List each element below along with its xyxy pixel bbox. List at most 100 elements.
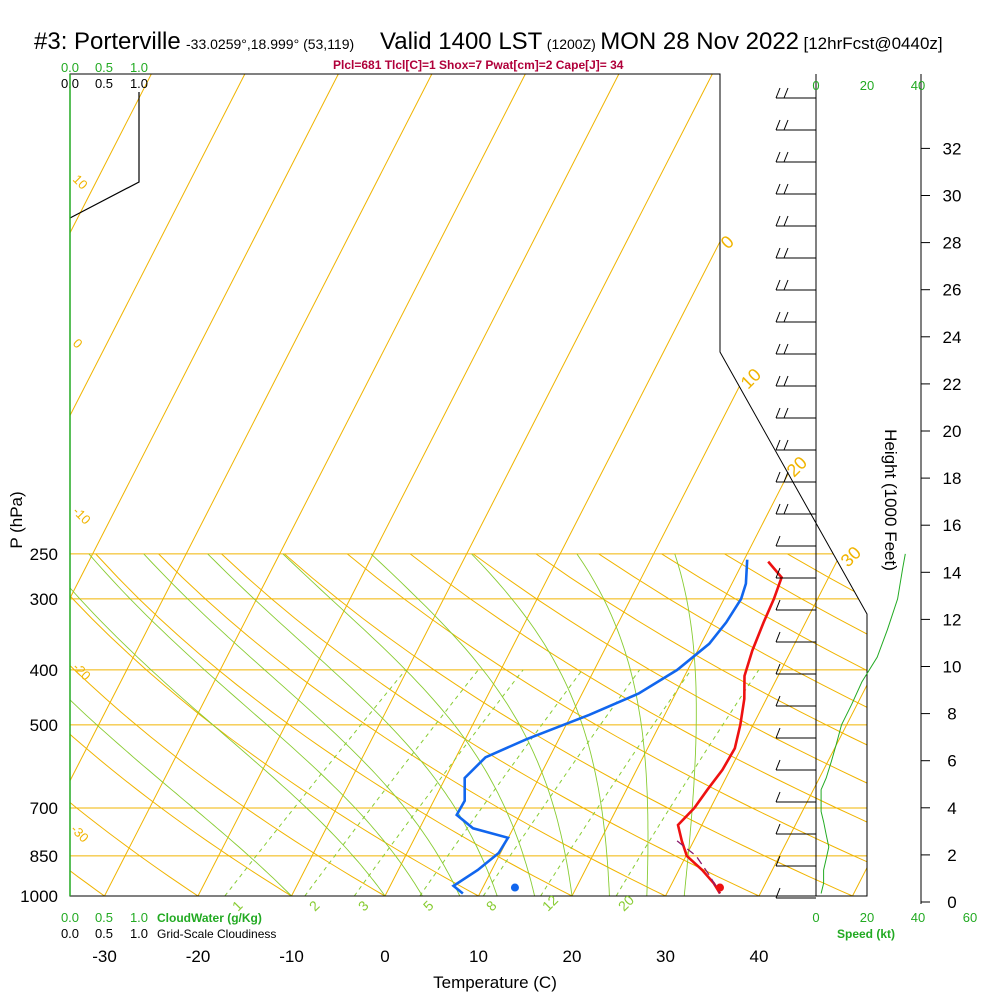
dewpoint-profile bbox=[451, 559, 749, 895]
wind-barb-flag bbox=[775, 471, 781, 483]
isotherm-line bbox=[70, 74, 152, 896]
valid-date: MON 28 Nov 2022 bbox=[600, 28, 800, 55]
wind-barb bbox=[775, 791, 816, 803]
mixing-ratio-line bbox=[540, 669, 692, 896]
wind-barb-flag bbox=[775, 119, 781, 131]
height-tick-label: 22 bbox=[943, 375, 962, 394]
wind-barb bbox=[775, 471, 816, 483]
wind-barb bbox=[775, 439, 816, 451]
dry-adiabat bbox=[70, 553, 292, 896]
valid-block: Valid 1400 LST (1200Z) MON 28 Nov 2022 [… bbox=[380, 28, 943, 56]
speed-axis-label: Speed (kt) bbox=[837, 927, 895, 941]
dry-adiabat bbox=[95, 553, 573, 896]
isotherm-line bbox=[291, 74, 713, 896]
wind-barb-flag bbox=[783, 119, 789, 131]
isotherm-line bbox=[197, 74, 620, 896]
x-axis-label: Temperature (C) bbox=[433, 973, 557, 992]
height-tick-label: 28 bbox=[943, 234, 962, 253]
wind-barb-flag bbox=[783, 87, 789, 99]
mixing-ratio-line bbox=[353, 669, 524, 896]
wind-barb bbox=[775, 727, 816, 739]
moist-adiabat bbox=[70, 553, 386, 896]
height-tick-label: 32 bbox=[943, 139, 962, 158]
valid-time: Valid 1400 LST bbox=[380, 28, 543, 55]
mixing-ratio-line bbox=[304, 669, 479, 896]
temperature-tick-label: 0 bbox=[380, 947, 389, 966]
cloudwater-tick-label: 0.0 bbox=[61, 910, 79, 925]
chart-header: #3: Porterville bbox=[34, 28, 181, 56]
isotherm-label: -20 bbox=[70, 660, 94, 684]
speed-tick-label: 0 bbox=[812, 910, 819, 925]
temperature-tick-label: 30 bbox=[656, 947, 675, 966]
speed-tick-label: 20 bbox=[860, 910, 874, 925]
height-axis-label: Height (1000 Feet) bbox=[881, 429, 900, 571]
wind-barb bbox=[775, 375, 816, 387]
cloudwater-tick-label: 1.0 bbox=[130, 60, 148, 75]
cloud-water-label: CloudWater (g/Kg) bbox=[157, 911, 262, 925]
wind-barb bbox=[775, 311, 816, 323]
moist-adiabat bbox=[576, 553, 649, 896]
dry-adiabat bbox=[346, 553, 867, 896]
temperature-tick-label: -30 bbox=[92, 947, 117, 966]
temperature-tick-label: 40 bbox=[750, 947, 769, 966]
wind-barb-flag bbox=[783, 471, 789, 483]
mixing-ratio-line bbox=[419, 669, 583, 896]
wind-barb-flag bbox=[775, 535, 781, 547]
wind-barb bbox=[775, 695, 816, 707]
pressure-tick-label: 500 bbox=[30, 716, 58, 735]
surface-temp-marker bbox=[715, 883, 724, 892]
wind-barb-flag bbox=[775, 791, 781, 803]
mixing-ratio-label: 2 bbox=[306, 897, 323, 914]
mixing-ratio-line bbox=[482, 669, 641, 896]
speed-tick-label: 20 bbox=[860, 78, 874, 93]
temperature-tick-label: 20 bbox=[563, 947, 582, 966]
temperature-tick-label: 10 bbox=[469, 947, 488, 966]
mixing-ratio-label: 3 bbox=[355, 897, 372, 914]
pressure-tick-label: 250 bbox=[30, 545, 58, 564]
wind-barb bbox=[775, 855, 816, 867]
speed-tick-label: 40 bbox=[911, 910, 925, 925]
wind-barb-flag bbox=[775, 279, 781, 291]
pressure-tick-label: 1000 bbox=[20, 887, 58, 906]
wind-barb-flag bbox=[783, 311, 789, 323]
wind-barb-flag bbox=[775, 183, 781, 195]
dry-adiabat bbox=[70, 553, 199, 896]
wind-barb-flag bbox=[775, 439, 781, 451]
height-tick-label: 30 bbox=[943, 187, 962, 206]
wind-barb-flag bbox=[783, 343, 789, 355]
moist-adiabat bbox=[207, 553, 498, 896]
wind-barb-flag bbox=[775, 855, 781, 867]
height-tick-label: 4 bbox=[947, 799, 956, 818]
wind-barb bbox=[775, 663, 816, 675]
cloudiness-tick-label: 1.0 bbox=[130, 926, 148, 941]
isotherm-line bbox=[665, 74, 867, 896]
height-tick-label: 8 bbox=[947, 705, 956, 724]
isotherm-label: -30 bbox=[68, 822, 92, 846]
dry-adiabat bbox=[284, 553, 853, 896]
wind-barb bbox=[775, 119, 816, 131]
speed-tick-label: 40 bbox=[911, 78, 925, 93]
cloudiness-tick-label: 0.5 bbox=[95, 76, 113, 91]
wind-barb bbox=[775, 215, 816, 227]
wind-barb bbox=[775, 535, 816, 547]
zulu-time: (1200Z) bbox=[546, 36, 596, 52]
wind-barb-flag bbox=[775, 663, 781, 675]
wind-barb bbox=[775, 279, 816, 291]
cloudiness-line bbox=[69, 92, 140, 219]
cloudwater-tick-label: 0.0 bbox=[61, 60, 79, 75]
cloudwater-tick-label: 1.0 bbox=[130, 910, 148, 925]
isotherm-line bbox=[104, 74, 526, 896]
dry-adiabat bbox=[409, 553, 867, 896]
wind-barb bbox=[775, 567, 816, 579]
dry-adiabat bbox=[913, 554, 1000, 896]
wind-barb bbox=[775, 87, 816, 99]
dry-adiabat bbox=[850, 553, 867, 896]
isotherm-line bbox=[758, 74, 867, 896]
wind-barb-flag bbox=[783, 183, 789, 195]
mixing-ratio-line bbox=[615, 669, 760, 896]
wind-barb-flag bbox=[775, 343, 781, 355]
height-tick-label: 0 bbox=[947, 893, 956, 912]
height-tick-label: 24 bbox=[943, 328, 962, 347]
wind-barb-flag bbox=[783, 247, 789, 259]
